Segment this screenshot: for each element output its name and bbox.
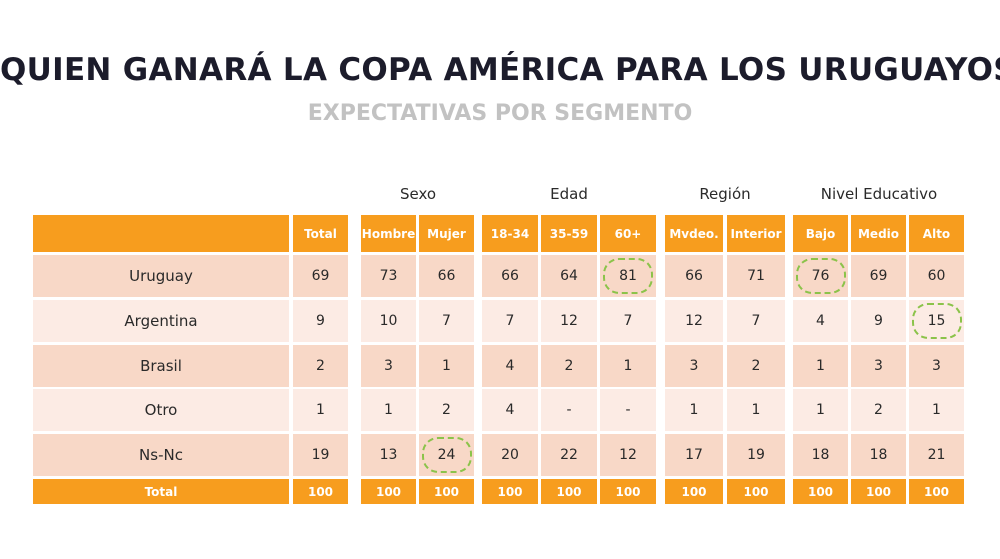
table-cell: 7 — [419, 300, 474, 342]
table-cell: 19 — [727, 434, 785, 476]
table-cell: 3 — [909, 345, 964, 387]
table-cell: 2 — [419, 389, 474, 431]
column-header: 18-34 — [482, 215, 538, 252]
table-cell: 69 — [293, 255, 348, 297]
row-label: Uruguay — [33, 255, 289, 297]
table-cell: 66 — [482, 255, 538, 297]
group-label-edad: Edad — [550, 185, 588, 203]
group-label-region: Región — [699, 185, 751, 203]
table-cell: 2 — [293, 345, 348, 387]
table-cell: 1 — [793, 389, 848, 431]
table-cell: 12 — [541, 300, 597, 342]
footer-cell: 100 — [419, 479, 474, 504]
table-cell: 69 — [851, 255, 906, 297]
row-label: Ns-Nc — [33, 434, 289, 476]
footer-cell: 100 — [482, 479, 538, 504]
table-cell: 3 — [851, 345, 906, 387]
footer-cell: 100 — [851, 479, 906, 504]
group-label-sexo: Sexo — [399, 185, 437, 203]
table-cell: 9 — [851, 300, 906, 342]
page-title: QUIEN GANARÁ LA COPA AMÉRICA PARA LOS UR… — [0, 52, 1000, 88]
table-cell: 3 — [665, 345, 723, 387]
table-cell: 4 — [482, 345, 538, 387]
table-cell: 2 — [851, 389, 906, 431]
highlighted-cell: 76 — [793, 255, 848, 297]
column-header: Mvdeo. — [665, 215, 723, 252]
table-cell: 1 — [293, 389, 348, 431]
table-cell: 22 — [541, 434, 597, 476]
table-cell: 1 — [793, 345, 848, 387]
table-cell: 64 — [541, 255, 597, 297]
table-cell: 60 — [909, 255, 964, 297]
highlighted-cell: 81 — [600, 255, 656, 297]
table-cell: 1 — [419, 345, 474, 387]
table-cell: 4 — [793, 300, 848, 342]
table-cell: 66 — [419, 255, 474, 297]
footer-cell: 100 — [909, 479, 964, 504]
column-header: 35-59 — [541, 215, 597, 252]
table-cell: 13 — [361, 434, 416, 476]
footer-cell: 100 — [600, 479, 656, 504]
column-header: Total — [293, 215, 348, 252]
table-cell: 21 — [909, 434, 964, 476]
column-header: Medio — [851, 215, 906, 252]
table-cell: 66 — [665, 255, 723, 297]
column-header: Alto — [909, 215, 964, 252]
page-subtitle: EXPECTATIVAS POR SEGMENTO — [307, 101, 693, 126]
row-label: Brasil — [33, 345, 289, 387]
table-cell: 4 — [482, 389, 538, 431]
row-label: Otro — [33, 389, 289, 431]
table-cell: - — [600, 389, 656, 431]
table-cell: 1 — [727, 389, 785, 431]
table-cell: 2 — [541, 345, 597, 387]
table-cell: 12 — [600, 434, 656, 476]
footer-cell: 100 — [793, 479, 848, 504]
footer-cell: 100 — [293, 479, 348, 504]
footer-cell: 100 — [541, 479, 597, 504]
table-cell: 71 — [727, 255, 785, 297]
group-label-nivel-educativo: Nivel Educativo — [820, 185, 938, 203]
table-cell: 20 — [482, 434, 538, 476]
table-cell: 3 — [361, 345, 416, 387]
row-label: Argentina — [33, 300, 289, 342]
table-cell: 73 — [361, 255, 416, 297]
table-cell: 19 — [293, 434, 348, 476]
column-header: 60+ — [600, 215, 656, 252]
column-header: Interior — [727, 215, 785, 252]
table-cell: 2 — [727, 345, 785, 387]
table-cell: 1 — [361, 389, 416, 431]
table-cell: 12 — [665, 300, 723, 342]
footer-cell: 100 — [665, 479, 723, 504]
table-cell: 7 — [600, 300, 656, 342]
table-cell: - — [541, 389, 597, 431]
column-header: Hombre — [361, 215, 416, 252]
footer-cell: 100 — [727, 479, 785, 504]
footer-label: Total — [33, 479, 289, 504]
table-cell: 18 — [851, 434, 906, 476]
footer-cell: 100 — [361, 479, 416, 504]
table-cell: 1 — [665, 389, 723, 431]
table-cell: 17 — [665, 434, 723, 476]
table-cell: 1 — [909, 389, 964, 431]
header-blank-cell — [33, 215, 289, 252]
column-header: Mujer — [419, 215, 474, 252]
table-cell: 10 — [361, 300, 416, 342]
table-cell: 1 — [600, 345, 656, 387]
highlighted-cell: 24 — [419, 434, 474, 476]
table-cell: 7 — [482, 300, 538, 342]
highlighted-cell: 15 — [909, 300, 964, 342]
table-cell: 7 — [727, 300, 785, 342]
column-header: Bajo — [793, 215, 848, 252]
table-cell: 18 — [793, 434, 848, 476]
table-cell: 9 — [293, 300, 348, 342]
